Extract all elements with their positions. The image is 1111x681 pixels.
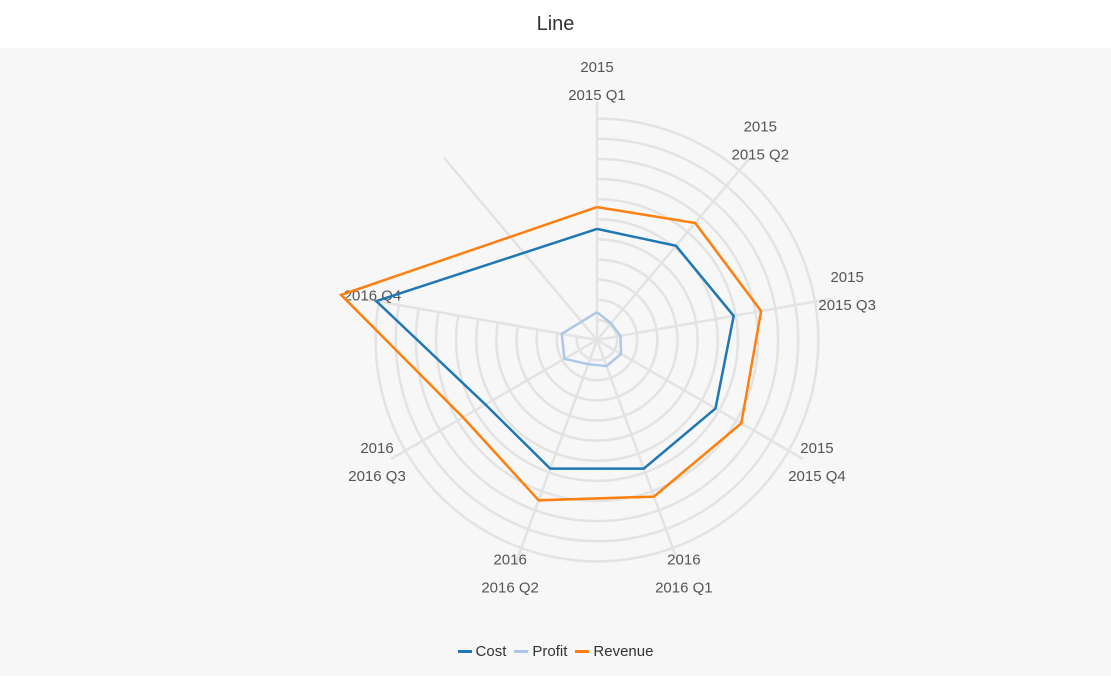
category-label: 2016 Q4 [344,287,402,304]
category-label-line: 2015 Q4 [788,468,846,485]
category-label-line: 2015 [580,59,613,76]
grid-spoke [443,156,598,341]
legend-label: Revenue [593,643,654,660]
grid-ring [454,197,740,483]
category-label: 2016 2016 Q1 [655,552,713,597]
grid-ring [414,157,780,523]
category-label-line: 2015 [800,440,833,457]
category-label-line: 2015 Q1 [568,87,626,104]
legend-swatch [457,650,472,653]
category-label: 2015 2015 Q1 [568,59,626,104]
grid-spoke [596,297,832,342]
legend-item-revenue[interactable]: Revenue [575,643,653,660]
category-label-line: 2015 Q2 [731,146,789,163]
plot-area: 2015 2015 Q1 2015 2015 Q2 2015 2015 Q3 2015 201… [0,48,1111,676]
grid-ring [535,278,659,402]
category-label-line: 2015 [830,269,863,286]
category-label: 2015 2015 Q4 [788,440,846,485]
category-label: 2016 2016 Q2 [481,552,539,597]
radar-grid [362,102,832,565]
legend: Cost Profit Revenue [0,640,1111,660]
category-label-line: 2016 [360,440,393,457]
legend-item-profit[interactable]: Profit [514,643,567,660]
category-label-line: 2015 [744,118,777,135]
grid-ring [394,137,800,543]
grid-spoke [362,297,598,342]
category-label: 2015 2015 Q3 [818,269,876,314]
legend-swatch [514,650,529,653]
category-label: 2016 2016 Q3 [348,440,406,485]
grid-spoke [596,338,804,461]
series-lines [338,205,763,502]
legend-label: Profit [532,643,568,660]
category-label-line: 2015 Q3 [818,297,876,314]
category-label-line: 2016 [667,552,700,569]
grid-ring [374,117,820,563]
legend-swatch [575,650,590,653]
chart-title: Line [0,0,1111,48]
category-label-line: 2016 Q2 [481,580,539,597]
category-label-line: 2016 Q4 [344,287,402,304]
category-label-line: 2016 [493,552,526,569]
series-line-revenue [338,205,763,502]
series-line-profit [560,311,623,368]
grid-ring [495,238,699,442]
grid-spoke [390,338,598,461]
category-label: 2015 2015 Q2 [731,118,789,163]
legend-label: Cost [475,643,507,660]
legend-item-cost[interactable]: Cost [457,643,507,660]
grid-spoke [596,156,751,341]
category-label-line: 2016 Q3 [348,468,406,485]
series-line-cost [373,227,736,470]
grid-spoke [595,339,680,565]
grid-spoke [514,339,599,565]
grid-ring [515,258,679,422]
category-label-line: 2016 Q1 [655,580,713,597]
grid-ring [434,177,760,503]
